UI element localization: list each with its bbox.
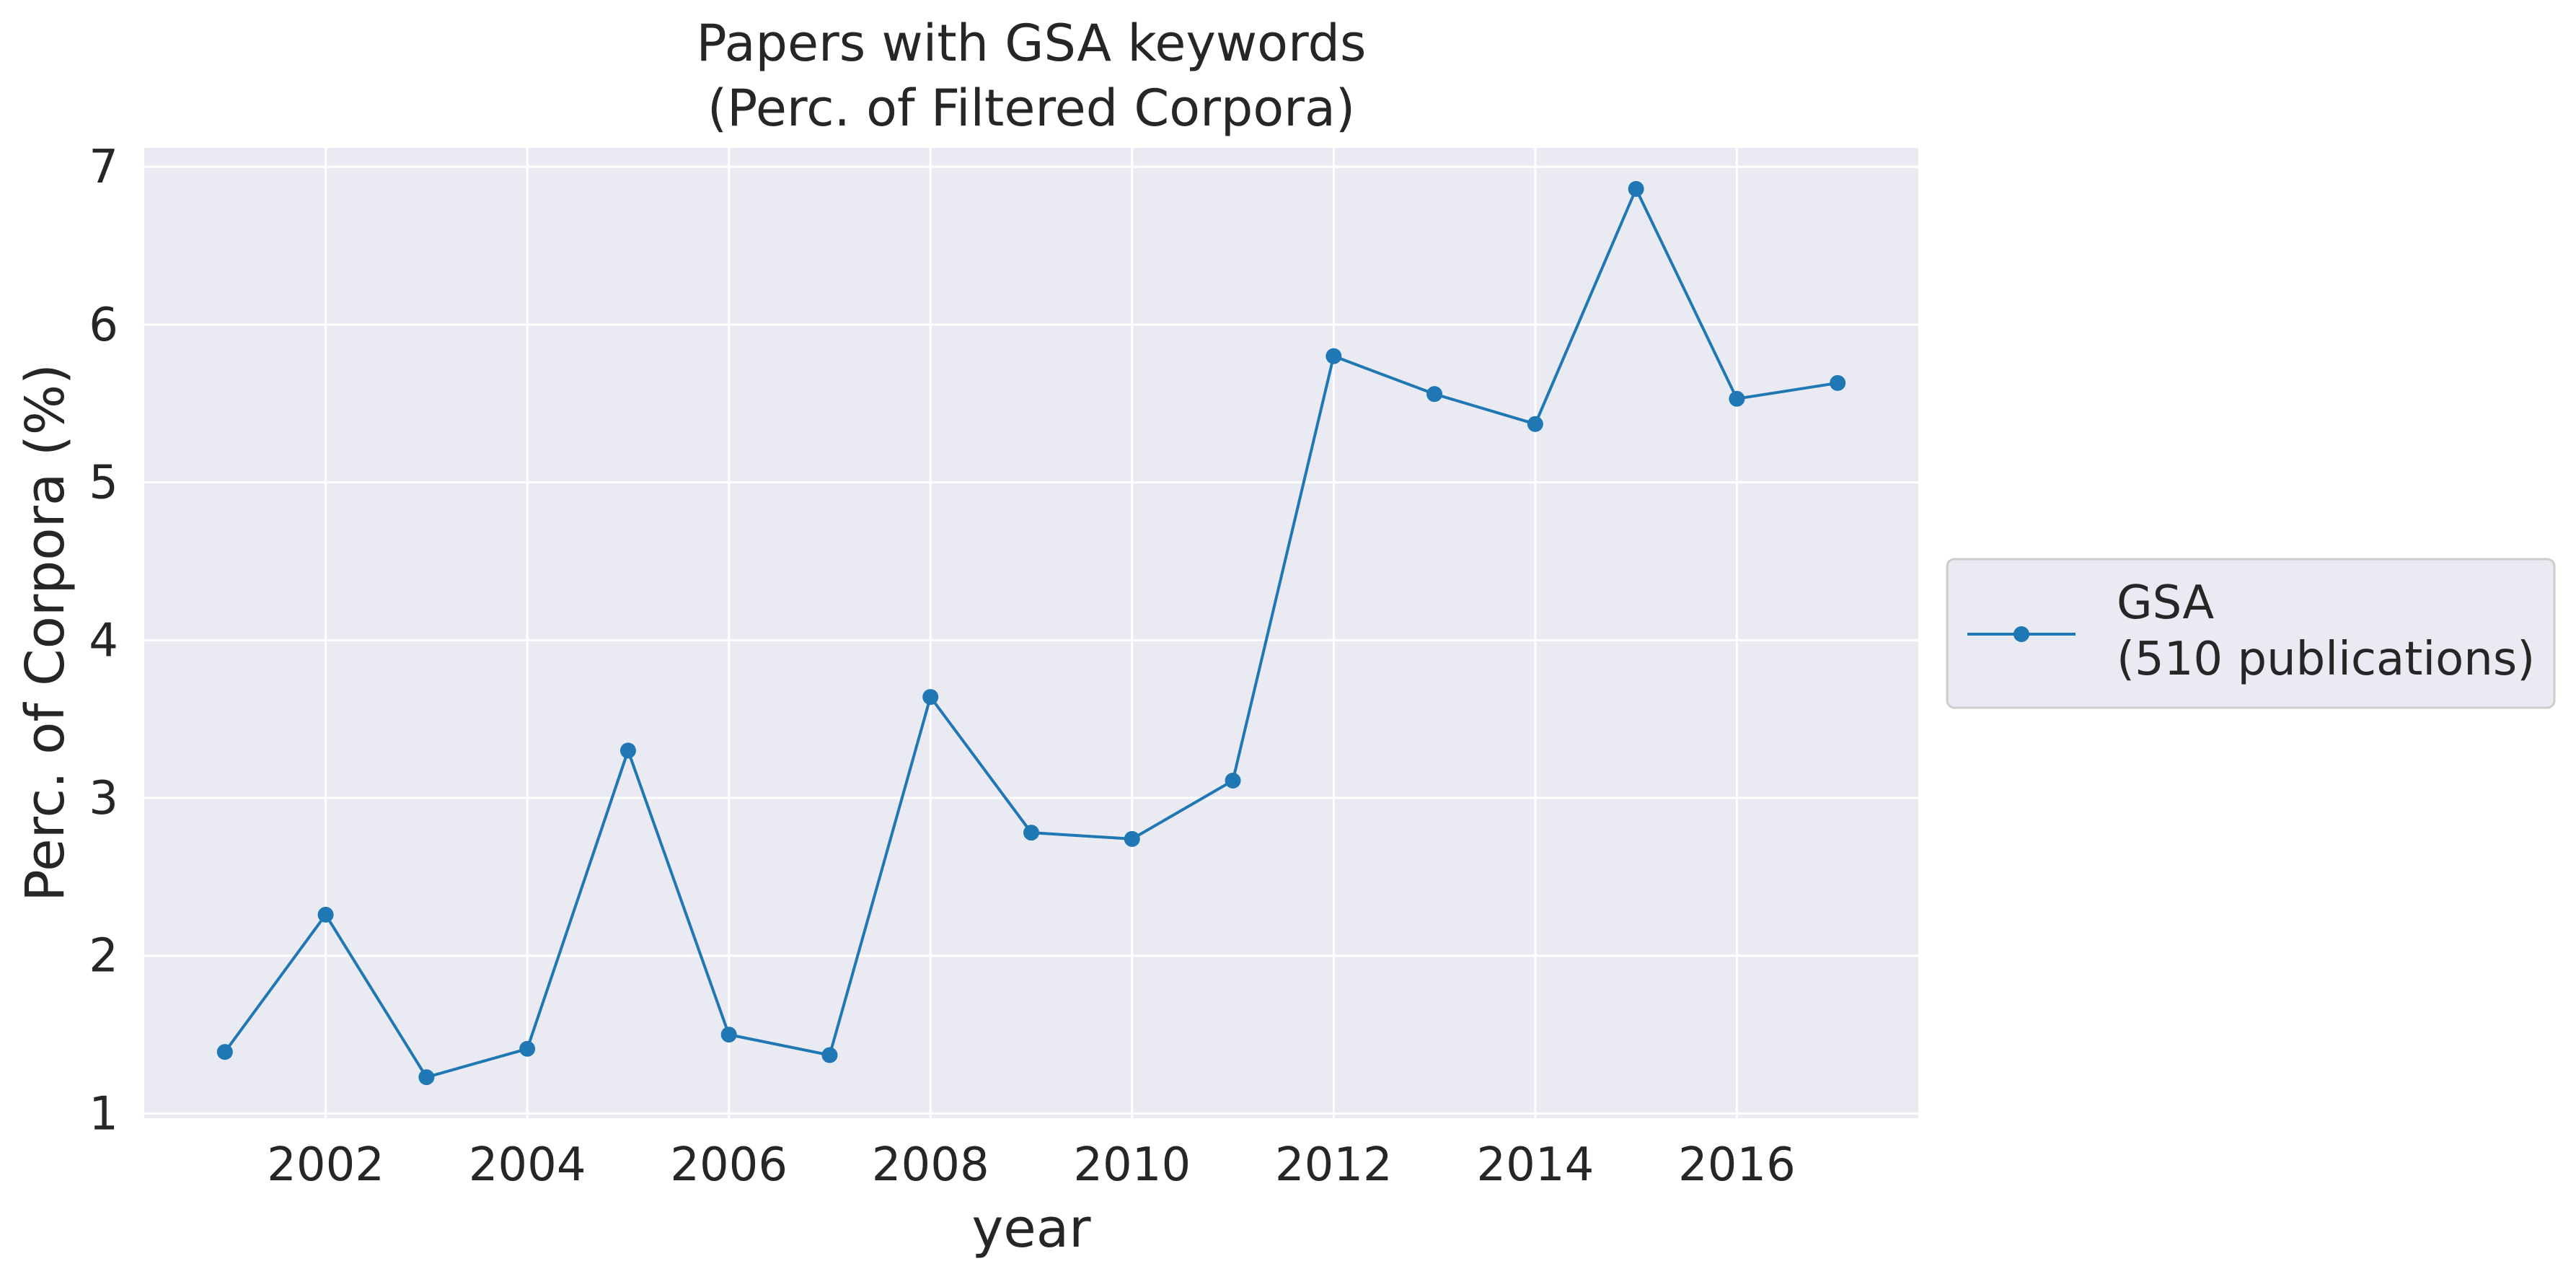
data-point xyxy=(1023,825,1039,841)
data-point xyxy=(1124,830,1140,847)
x-tick-label: 2008 xyxy=(872,1138,989,1192)
y-tick-label: 1 xyxy=(89,1087,118,1141)
x-tick-label: 2014 xyxy=(1476,1138,1594,1192)
data-point xyxy=(619,742,636,759)
y-axis-label: Perc. of Corpora (%) xyxy=(14,364,76,902)
data-point xyxy=(1225,772,1241,789)
y-tick-label: 3 xyxy=(89,772,118,825)
legend: GSA (510 publications) xyxy=(1946,558,2556,709)
x-tick-label: 2006 xyxy=(670,1138,788,1192)
legend-box xyxy=(1946,558,2556,709)
data-point xyxy=(1830,374,1846,391)
x-tick-label: 2012 xyxy=(1275,1138,1393,1192)
data-point xyxy=(720,1027,737,1043)
y-tick-label: 6 xyxy=(89,299,118,352)
y-tick-label: 7 xyxy=(89,141,118,194)
data-point xyxy=(821,1047,838,1063)
x-tick-label: 2016 xyxy=(1678,1138,1796,1192)
legend-series-count: (510 publications) xyxy=(2117,633,2535,686)
x-tick-label: 2002 xyxy=(267,1138,384,1192)
grid-lines xyxy=(144,148,1918,1118)
y-tick-label: 4 xyxy=(89,614,118,667)
chart-subtitle: (Perc. of Filtered Corpora) xyxy=(707,79,1355,138)
x-tick-label: 2004 xyxy=(469,1138,586,1192)
data-point xyxy=(519,1040,536,1057)
data-point xyxy=(418,1069,435,1086)
data-point xyxy=(317,906,334,923)
tick-labels: 2002 2004 2006 2008 2010 2012 2014 2016 1 2 3 4 5 6 7 xyxy=(89,141,1796,1192)
data-series xyxy=(216,180,1846,1086)
data-point xyxy=(1426,386,1443,403)
data-point xyxy=(922,689,939,706)
data-point xyxy=(1527,416,1543,432)
legend-point-marker xyxy=(2013,626,2029,642)
x-axis-label: year xyxy=(971,1198,1091,1260)
chart-title: Papers with GSA keywords xyxy=(697,14,1367,73)
plot-area-background xyxy=(144,148,1918,1118)
data-point xyxy=(1729,390,1745,407)
x-tick-label: 2010 xyxy=(1073,1138,1191,1192)
y-tick-label: 5 xyxy=(89,457,118,510)
data-point xyxy=(216,1044,233,1061)
y-tick-label: 2 xyxy=(89,930,118,983)
data-point xyxy=(1326,348,1342,364)
data-point xyxy=(1628,180,1644,197)
legend-series-name: GSA xyxy=(2117,576,2214,630)
